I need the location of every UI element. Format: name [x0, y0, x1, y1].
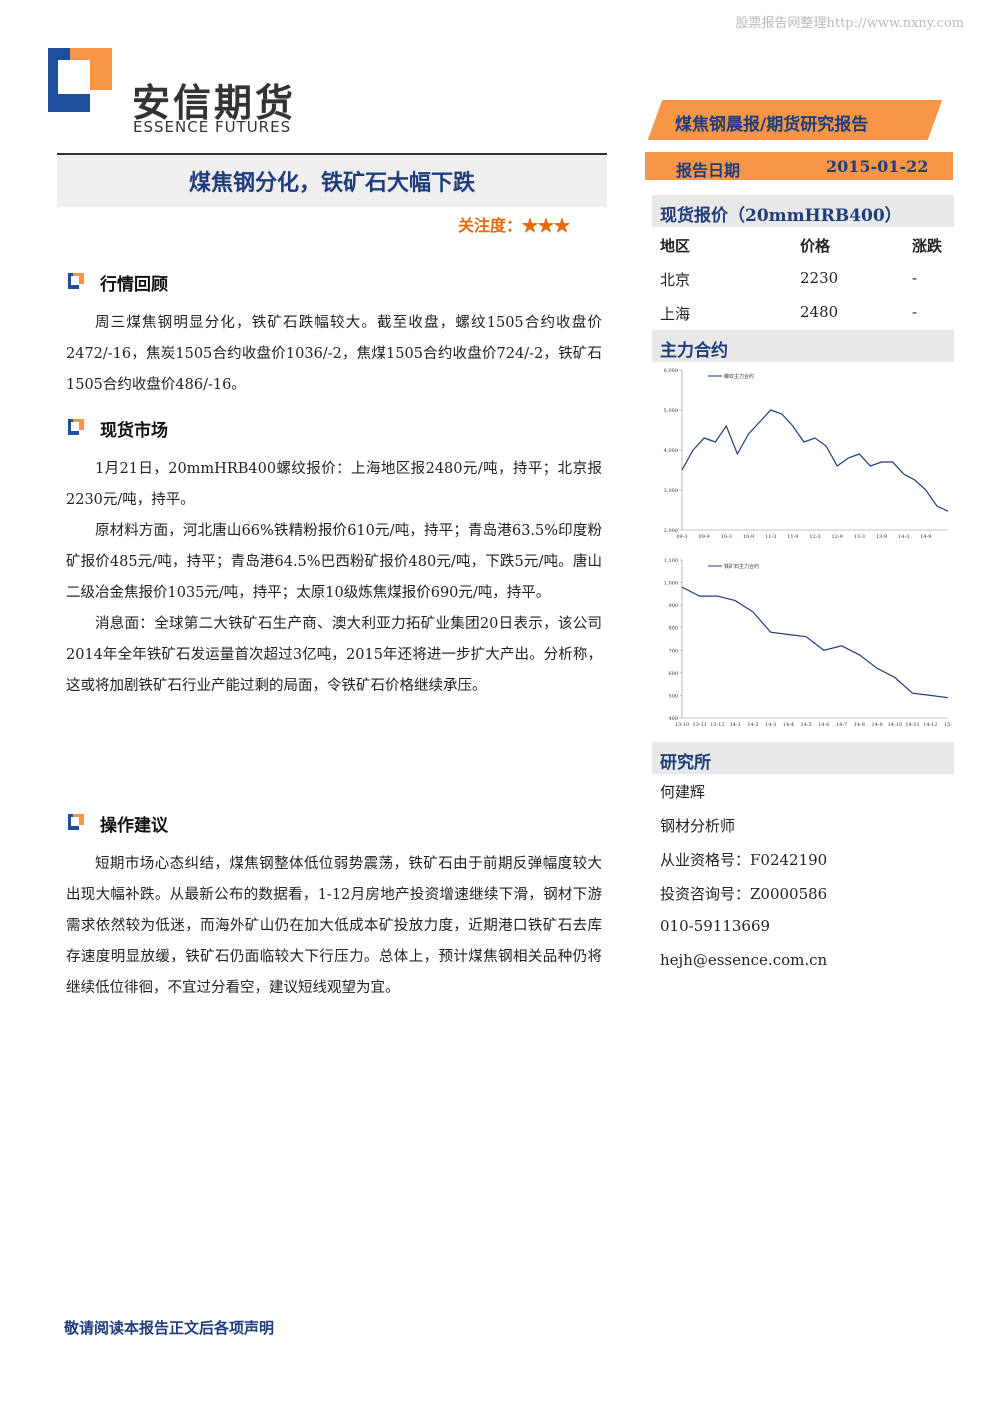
y-tick-label: 5,000 [664, 408, 678, 414]
x-tick-label: 13-3 [854, 534, 865, 540]
x-tick-label: 14-11 [905, 722, 919, 728]
x-tick-label: 15- [944, 722, 952, 728]
x-tick-label: 14-3 [898, 534, 909, 540]
x-tick-label: 14-3 [765, 722, 776, 728]
x-tick-label: 14-2 [747, 722, 758, 728]
charts: 2,000 3,000 4,000 5,000 6,000 09-3 09-9 10-3 10-… [664, 368, 953, 728]
title: 煤焦钢分化，铁矿石大幅下跌 [188, 170, 475, 196]
x-tick-label: 10-9 [743, 534, 754, 540]
x-tick-label: 14-9 [920, 534, 931, 540]
x-tick-label: 14-6 [818, 722, 829, 728]
section-heading: 现货市场 [100, 421, 168, 441]
logo-en: ESSENCE FUTURES [133, 118, 292, 136]
line-series [681, 586, 949, 699]
research-line: hejh@essence.com.cn [660, 951, 828, 969]
paragraph: 短期市场心态纠结，煤焦钢整体低位弱势震荡，铁矿石由于前期反弹幅度较大出现大幅补跌… [66, 856, 602, 996]
research-line: 投资咨询号：Z0000586 [660, 885, 828, 903]
x-tick-label: 09-9 [699, 534, 710, 540]
x-tick-label: 14-7 [836, 722, 847, 728]
x-tick-label: 14-10 [888, 722, 902, 728]
table-cell: 北京 [660, 271, 691, 289]
x-tick-label: 13-12 [710, 722, 724, 728]
x-tick-label: 10-3 [721, 534, 732, 540]
date: 2015-01-22 [826, 157, 929, 176]
x-tick-label: 13-9 [876, 534, 887, 540]
y-tick-label: 1,000 [664, 581, 678, 587]
x-tick-label: 14-4 [783, 722, 794, 728]
paragraph: 原材料方面，河北唐山66%铁精粉报价610元/吨，持平；青岛港63.5%印度粉矿… [66, 523, 602, 601]
spot-title: 现货报价（20mmHRB400） [660, 206, 902, 226]
table-cell: 2480 [800, 303, 839, 321]
research-bar: 研究所 [652, 742, 954, 774]
line-series [681, 409, 949, 512]
x-tick-label: 12-3 [809, 534, 820, 540]
stars: ★★★ [522, 216, 571, 235]
icon [68, 273, 84, 289]
footer: 敬请阅读本报告正文后各项声明 [64, 1319, 275, 1337]
x-tick-label: 14-9 [871, 722, 882, 728]
report-type: 煤焦钢晨报/期货研究报告 [675, 115, 869, 135]
table-cell: 2230 [800, 269, 839, 287]
section-icon [68, 419, 84, 435]
section-icon [68, 273, 84, 289]
x-tick-label: 14-12 [923, 722, 937, 728]
attention: 关注度：★★★ [458, 212, 570, 236]
date-row [645, 152, 953, 180]
y-tick-label: 400 [668, 716, 678, 722]
table-cell: - [912, 269, 918, 287]
table-cell: 上海 [660, 305, 691, 323]
table-cell: - [912, 303, 918, 321]
x-tick-label: 12-9 [832, 534, 843, 540]
research-line: 从业资格号：F0242190 [660, 851, 828, 869]
section-heading: 行情回顾 [100, 275, 168, 295]
x-tick-label: 11-3 [765, 534, 776, 540]
x-tick-label: 09-3 [676, 534, 687, 540]
section-heading: 操作建议 [100, 816, 168, 836]
y-tick-label: 800 [668, 626, 678, 632]
y-tick-label: 700 [668, 648, 678, 654]
research-line: 钢材分析师 [660, 817, 736, 835]
x-tick-label: 14-5 [801, 722, 812, 728]
paragraph: 1月21日，20mmHRB400螺纹报价：上海地区报2480元/吨，持平；北京报… [66, 461, 602, 508]
y-tick-label: 2,000 [664, 528, 678, 534]
legend-label: 铁矿石主力合约 [724, 563, 759, 570]
x-tick-label: 14-8 [854, 722, 865, 728]
watermark: 股票报告网整理http://www.nxny.com [735, 16, 964, 31]
logo-cn: 安信期货 [132, 81, 297, 125]
section-icon [68, 814, 84, 830]
research-line: 何建辉 [660, 783, 706, 801]
y-tick-label: 1,100 [664, 558, 678, 564]
contracts-bar: 主力合约 [652, 330, 954, 362]
attention-label: 关注度： [458, 216, 523, 235]
spot-bar: 现货报价（20mmHRB400） [652, 195, 954, 227]
x-tick-label: 14-1 [730, 722, 741, 728]
table-header: 地区 [660, 237, 691, 255]
logo-icon [48, 48, 112, 112]
x-tick-label: 13-10 [675, 722, 689, 728]
y-tick-label: 3,000 [664, 488, 678, 494]
y-tick-label: 4,000 [664, 448, 678, 454]
y-tick-label: 900 [668, 603, 678, 609]
x-tick-label: 11-9 [787, 534, 798, 540]
table-header: 涨跌 [912, 237, 943, 255]
research-line: 010-59113669 [660, 917, 771, 935]
x-tick-label: 13-11 [693, 722, 707, 728]
paragraph: 消息面：全球第二大铁矿石生产商、澳大利亚力拓矿业集团20日表示，该公司2014年… [66, 616, 602, 694]
y-tick-label: 500 [668, 693, 678, 699]
icon [68, 814, 84, 830]
title-bar [57, 153, 607, 207]
y-tick-label: 600 [668, 671, 678, 677]
date-label: 报告日期 [676, 161, 741, 180]
y-tick-label: 6,000 [664, 368, 678, 374]
paragraph: 周三煤焦钢明显分化，铁矿石跌幅较大。截至收盘，螺纹1505合约收盘价2472/-… [66, 315, 602, 393]
icon [68, 419, 84, 435]
legend-label: 螺纹主力合约 [724, 373, 754, 380]
table-header: 价格 [800, 237, 831, 255]
contracts-title: 主力合约 [660, 341, 728, 361]
research-title: 研究所 [660, 753, 711, 773]
